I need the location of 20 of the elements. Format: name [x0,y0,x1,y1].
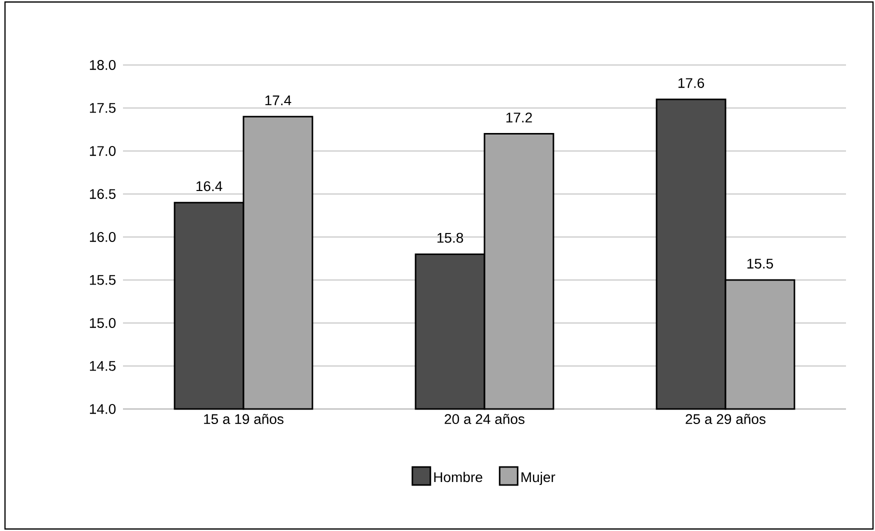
y-tick-label: 15.0 [90,318,116,328]
y-tick-label: 14.5 [90,361,116,371]
data-label: 16.4 [196,181,222,192]
x-tick-label: 20 a 24 años [444,414,524,424]
y-tick-label: 18.0 [90,60,116,70]
x-tick-label: 15 a 19 años [204,414,284,424]
x-tick-label: 25 a 29 años [686,414,766,424]
data-label: 17.4 [265,96,292,106]
data-label: 17.2 [506,112,532,122]
y-tick-label: 17.0 [90,146,116,156]
data-label: 17.6 [678,78,704,88]
legend-label: Mujer [522,472,556,485]
data-label: 15.5 [747,258,774,269]
y-tick-label: 16.0 [90,232,116,242]
y-tick-label: 17.5 [90,103,116,113]
legend-label: Hombre [434,472,482,482]
y-tick-label: 14.0 [90,404,116,414]
y-tick-label: 15.5 [90,275,116,285]
data-label: 15.8 [437,232,464,243]
y-tick-label: 16.5 [90,189,116,199]
